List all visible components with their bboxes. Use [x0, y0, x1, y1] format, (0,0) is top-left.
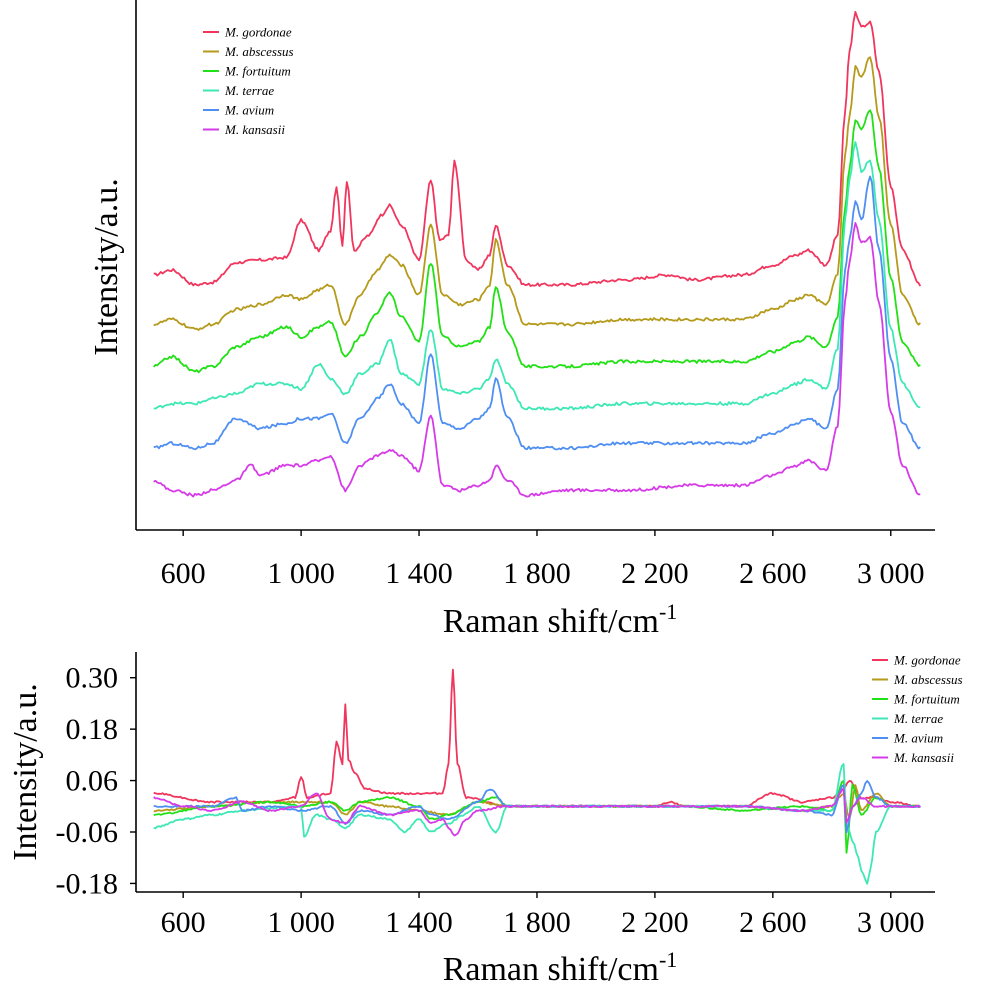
- bottom-chart: 600 1 000 1 400 1 800 2 200 2 600 3 000 0.300.…: [7, 652, 963, 988]
- legend-label: M. abscessus: [224, 44, 294, 59]
- x-tick-label: 2 200: [621, 906, 689, 939]
- x-tick-label: 3 000: [857, 906, 925, 939]
- x-tick-label: 1 000: [267, 557, 335, 590]
- legend-label: M. gordonae: [224, 25, 292, 40]
- top-legend: M. gordonae M. abscessus M. fortuitum M. te…: [203, 25, 294, 137]
- legend-label: M. terrae: [893, 711, 943, 726]
- x-tick-label: 2 600: [739, 557, 807, 590]
- top-y-axis-title: Intensity/a.u.: [88, 178, 125, 356]
- series-line-m-fortuitum: [153, 109, 921, 374]
- top-x-axis-title-superscript: -1: [659, 599, 677, 624]
- series-line-m-gordonae: [153, 668, 921, 808]
- top-x-axis-title-text: Raman shift/cm: [443, 603, 659, 640]
- x-tick-label: 600: [161, 906, 206, 939]
- series-line-m-terrae: [153, 141, 921, 411]
- x-tick-label: 1 800: [503, 906, 571, 939]
- legend-label: M. abscessus: [893, 672, 963, 687]
- bottom-x-axis-title-text: Raman shift/cm: [443, 951, 659, 988]
- series-line-m-terrae: [153, 763, 921, 885]
- series-line-m-abscessus: [153, 56, 921, 331]
- x-tick-label: 1 400: [385, 557, 453, 590]
- series-line-m-kansasii: [153, 788, 921, 837]
- top-x-ticks: 600 1 000 1 400 1 800 2 200 2 600 3 000: [161, 530, 925, 590]
- x-tick-label: 1 800: [503, 557, 571, 590]
- x-tick-label: 600: [161, 557, 206, 590]
- series-line-m-kansasii: [153, 222, 921, 498]
- top-x-axis-title: Raman shift/cm-1: [443, 599, 678, 640]
- legend-label: M. fortuitum: [224, 64, 291, 79]
- x-tick-label: 2 200: [621, 557, 689, 590]
- legend-label: M. avium: [893, 731, 943, 746]
- top-chart: 600 1 000 1 400 1 800 2 200 2 600 3 000 Intens…: [88, 0, 935, 640]
- bottom-y-axis-title: Intensity/a.u.: [7, 683, 44, 861]
- x-tick-label: 2 600: [739, 906, 807, 939]
- x-tick-label: 1 400: [385, 906, 453, 939]
- series-line-m-fortuitum: [153, 780, 921, 854]
- legend-label: M. kansasii: [224, 122, 285, 137]
- y-tick-label: 0.30: [66, 662, 119, 695]
- bottom-x-axis-title-superscript: -1: [659, 947, 677, 972]
- legend-label: M. gordonae: [893, 653, 961, 668]
- legend-label: M. terrae: [224, 83, 274, 98]
- bottom-series-lines: [153, 668, 921, 885]
- x-tick-label: 1 000: [267, 906, 335, 939]
- y-tick-label: 0.18: [66, 713, 119, 746]
- y-tick-label: -0.06: [56, 816, 119, 849]
- bottom-legend: M. gordonae M. abscessus M. fortuitum M. te…: [872, 653, 963, 765]
- top-series-lines: [153, 11, 922, 498]
- legend-label: M. kansasii: [893, 750, 954, 765]
- bottom-x-axis-title: Raman shift/cm-1: [443, 947, 678, 988]
- bottom-x-ticks: 600 1 000 1 400 1 800 2 200 2 600 3 000: [161, 892, 925, 939]
- y-tick-label: 0.06: [66, 765, 119, 798]
- series-line-m-avium: [153, 175, 921, 451]
- y-tick-label: -0.18: [56, 867, 119, 900]
- series-line-m-gordonae: [153, 11, 922, 287]
- legend-label: M. fortuitum: [893, 692, 960, 707]
- x-tick-label: 3 000: [857, 557, 925, 590]
- bottom-y-ticks: 0.30 0.18 0.06 -0.06 -0.18: [56, 662, 136, 900]
- legend-label: M. avium: [224, 103, 274, 118]
